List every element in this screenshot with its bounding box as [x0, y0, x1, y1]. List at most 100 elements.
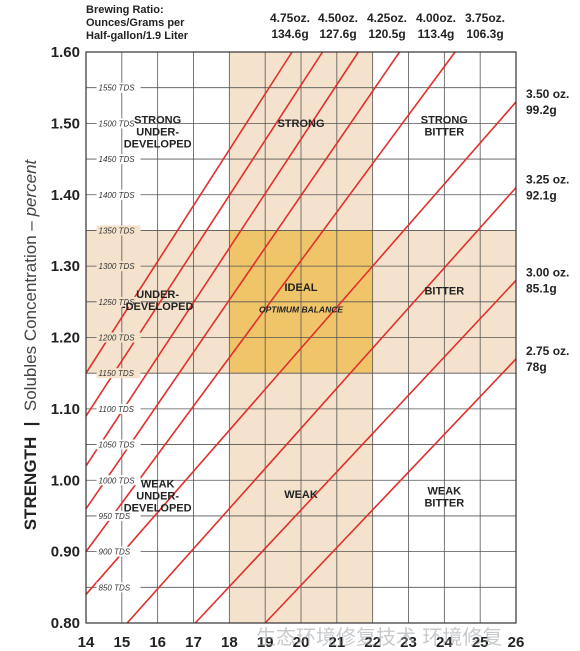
tds-label-background	[96, 332, 141, 343]
ratio-line	[85, 51, 324, 417]
tds-label: 1450 TDS	[99, 155, 136, 164]
right-ratio-gram-label: 92.1g	[526, 189, 557, 203]
top-ratio-gram-label: 113.4g	[418, 27, 455, 41]
region-label: BITTER	[424, 126, 464, 138]
tds-label: 1150 TDS	[99, 369, 135, 378]
tds-label-background	[96, 154, 141, 165]
tds-label: 1100 TDS	[99, 405, 135, 414]
tds-label: 1300 TDS	[99, 262, 136, 271]
x-tick-label: 21	[328, 634, 345, 651]
axes: 0.80 0.90 1.00 1.10 1.20 1.30 1.40 1.50 1.60 14 15…	[51, 44, 525, 651]
y-axis-title-italic: percent	[21, 158, 40, 217]
right-ratio-oz-label: 2.75 oz.	[526, 344, 569, 358]
tds-label: 1000 TDS	[99, 476, 136, 485]
y-axis-title: STRENGTH | Solubles Concentration – perc…	[21, 158, 40, 530]
y-tick-label: 1.00	[51, 472, 80, 489]
y-axis-title-separator: |	[21, 422, 40, 427]
x-tick-label: 17	[185, 634, 202, 651]
right-ratio-oz-label: 3.25 oz.	[526, 173, 569, 187]
x-tick-label: 23	[400, 634, 417, 651]
top-ratio-gram-label: 134.6g	[271, 27, 308, 41]
x-tick-label: 18	[221, 634, 238, 651]
region-label: DEVELOPED	[124, 502, 192, 514]
top-ratio-oz-label: 4.00oz.	[416, 11, 456, 25]
region-label: BITTER	[424, 498, 464, 510]
tds-label-background	[96, 82, 141, 93]
tds-label-background	[96, 510, 141, 521]
y-tick-label: 1.10	[51, 401, 80, 418]
region-label: BITTER	[424, 286, 464, 298]
tds-label-background	[96, 225, 141, 236]
y-tick-label: 0.90	[51, 544, 80, 561]
right-ratio-gram-label: 78g	[526, 360, 547, 374]
ratio-line	[85, 51, 293, 374]
x-tick-label: 15	[113, 634, 130, 651]
x-tick-label: 19	[257, 634, 274, 651]
tds-label: 1200 TDS	[99, 334, 136, 343]
ratio-line	[85, 101, 517, 595]
tds-label-background	[96, 546, 141, 557]
tds-label: 900 TDS	[99, 548, 131, 557]
x-tick-label: 26	[508, 634, 525, 651]
ratio-lines	[85, 51, 517, 624]
region-label: WEAK	[141, 478, 175, 490]
y-axis-label: STRENGTH | Solubles Concentration – perc…	[21, 158, 40, 530]
region-label: UNDER-	[136, 289, 179, 301]
ratio-line	[264, 358, 517, 624]
top-ratio-gram-label: 127.6g	[319, 27, 356, 41]
region-label: DEVELOPED	[124, 138, 192, 150]
ratio-line	[85, 51, 456, 553]
y-axis-title-bold: STRENGTH	[21, 437, 40, 531]
y-tick-label: 1.40	[51, 187, 80, 204]
top-ratio-oz-label: 4.50oz.	[318, 11, 358, 25]
tds-label: 1350 TDS	[99, 226, 136, 235]
right-ratio-labels: 3.50 oz. 99.2g 3.25 oz. 92.1g 3.00 oz. 85.1g 2…	[526, 87, 569, 374]
header-line-3: Half-gallon/1.9 Liter	[86, 30, 189, 42]
right-ratio-oz-label: 3.50 oz.	[526, 87, 569, 101]
right-ratio-oz-label: 3.00 oz.	[526, 265, 569, 279]
region-label: WEAK	[428, 486, 462, 498]
region-label: STRONG	[134, 114, 181, 126]
y-axis-title-text: Solubles Concentration –	[21, 216, 40, 411]
tds-label: 1050 TDS	[99, 441, 136, 450]
y-tick-label: 1.60	[51, 44, 80, 61]
top-ratio-gram-label: 120.5g	[368, 27, 405, 41]
right-ratio-gram-label: 99.2g	[526, 103, 557, 117]
tds-label-background	[96, 118, 141, 129]
ratio-line	[194, 279, 517, 624]
right-ratio-gram-label: 85.1g	[526, 281, 557, 295]
region-label: WEAK	[284, 489, 318, 501]
header-line-2: Ounces/Grams per	[86, 17, 185, 29]
tds-label-background	[96, 403, 141, 414]
tds-label: 950 TDS	[99, 512, 131, 521]
x-tick-label: 16	[149, 634, 166, 651]
x-tick-label: 25	[472, 634, 489, 651]
top-ratio-gram-label: 106.3g	[466, 27, 503, 41]
y-tick-label: 1.50	[51, 115, 80, 132]
ratio-line	[85, 51, 360, 467]
tds-labels: 850 TDS 900 TDS 950 TDS 1000 TDS 1050 TDS 110…	[96, 82, 141, 593]
tds-label: 1400 TDS	[99, 191, 136, 200]
tds-label: 1500 TDS	[99, 119, 136, 128]
tds-label-background	[96, 296, 141, 307]
x-tick-label: 20	[293, 634, 310, 651]
optimum-balance-label: OPTIMUM BALANCE	[259, 305, 343, 315]
top-ratio-labels: 4.75oz. 134.6g 4.50oz. 127.6g 4.25oz. 120.5g 4…	[270, 11, 505, 41]
ratio-line	[85, 51, 401, 510]
plot-border	[85, 51, 517, 624]
top-ratio-oz-label: 4.75oz.	[270, 11, 310, 25]
header-line-1: Brewing Ratio:	[86, 4, 164, 16]
chart-header: Brewing Ratio: Ounces/Grams per Half-gal…	[86, 4, 189, 42]
x-tick-label: 22	[364, 634, 381, 651]
watermark: 生态环境修复技术 环境修复	[256, 625, 502, 649]
top-ratio-oz-label: 3.75oz.	[465, 11, 505, 25]
region-label: IDEAL	[285, 282, 318, 294]
tds-label-background	[96, 368, 141, 379]
tds-label: 1550 TDS	[99, 84, 136, 93]
tds-label-background	[96, 582, 141, 593]
tds-label-background	[96, 475, 141, 486]
region-label: UNDER-	[136, 126, 179, 138]
region-label: UNDER-	[136, 490, 179, 502]
